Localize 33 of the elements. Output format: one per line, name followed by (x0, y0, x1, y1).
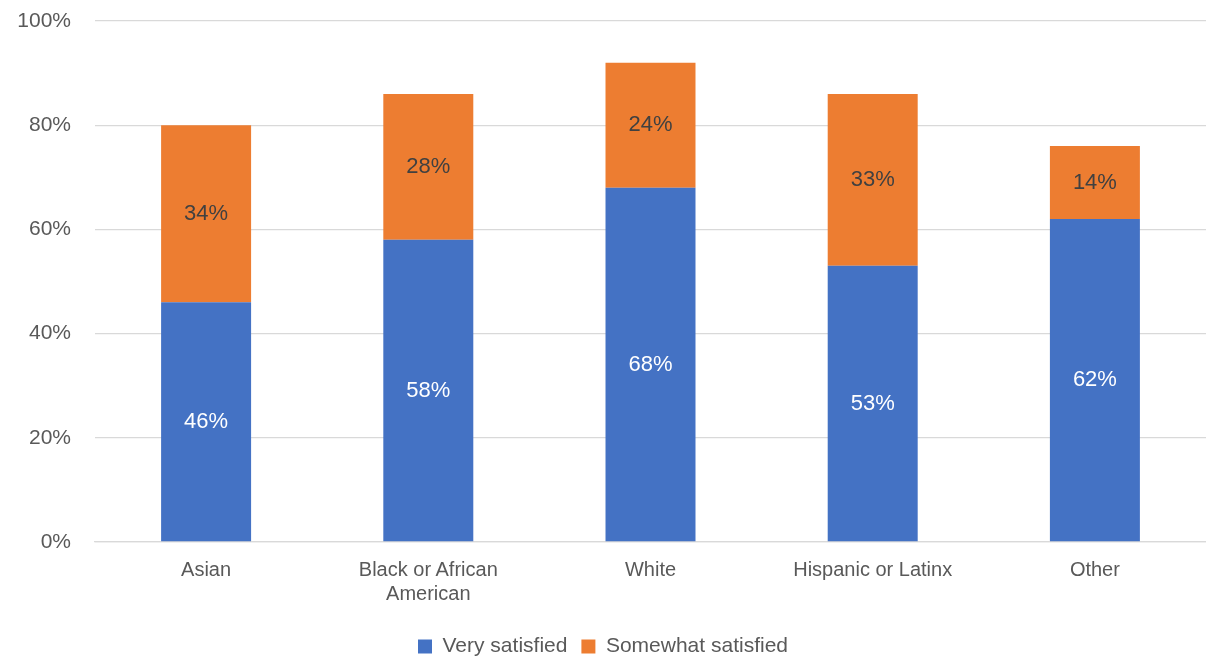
x-tick-label: White (624, 557, 677, 580)
bar (827, 265, 918, 542)
bar (161, 302, 252, 542)
y-tick-label: 0% (40, 528, 71, 552)
bar (827, 93, 918, 266)
data-label: 14% (1072, 168, 1117, 194)
data-label: 53% (850, 389, 895, 415)
data-label: 58% (406, 376, 451, 402)
data-label: 28% (406, 152, 451, 178)
legend-label: Very satisfied (442, 633, 568, 657)
x-tick-label: Hispanic or Latinx (793, 557, 953, 580)
y-tick-label: 100% (17, 7, 71, 31)
bar (383, 239, 474, 542)
bar (161, 125, 252, 303)
y-tick-label: 40% (28, 320, 71, 344)
data-label: 62% (1072, 366, 1117, 392)
data-label: 46% (184, 407, 229, 433)
y-tick-label: 60% (28, 216, 71, 240)
y-tick-label: 20% (28, 424, 71, 448)
y-tick-label: 80% (28, 112, 71, 135)
x-tick-label: Black or African American (358, 557, 498, 604)
data-label: 33% (850, 165, 895, 191)
data-label: 34% (184, 199, 229, 225)
bar (605, 187, 696, 542)
bar (1049, 146, 1140, 219)
data-label: 24% (628, 111, 673, 137)
legend-label: Somewhat satisfied (605, 633, 788, 657)
bar (383, 93, 474, 240)
x-tick-label: Other (1069, 557, 1121, 580)
bar (605, 62, 696, 188)
x-tick-label: Asian (181, 557, 232, 580)
bar (1049, 218, 1140, 542)
data-label: 68% (628, 350, 673, 376)
